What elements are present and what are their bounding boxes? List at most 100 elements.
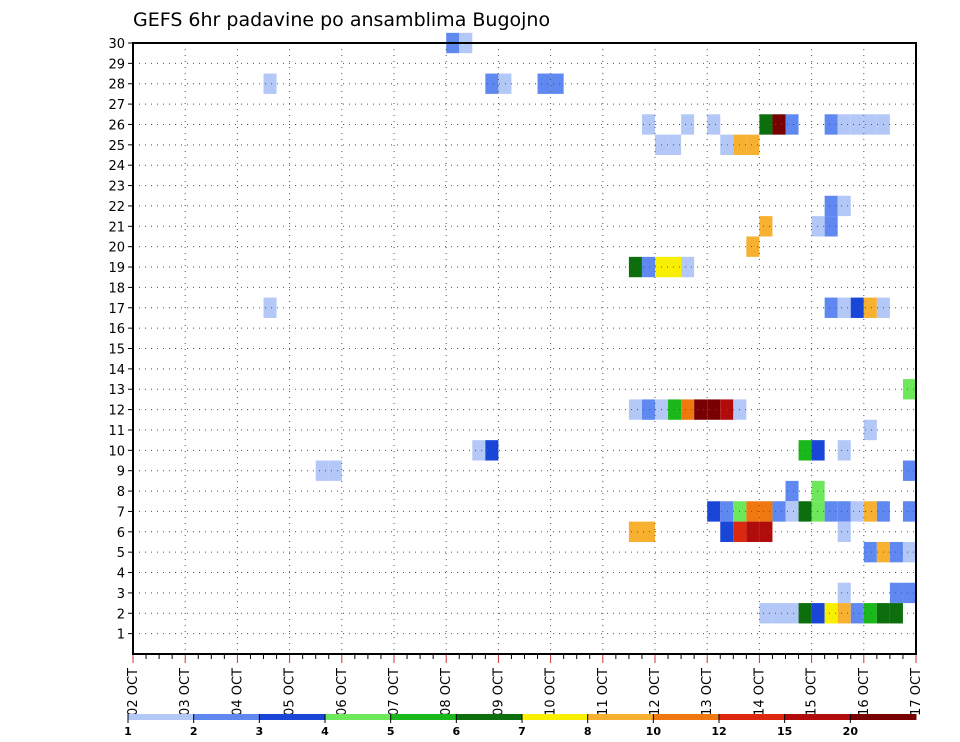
heatmap-cell xyxy=(785,501,799,522)
y-tick-label: 24 xyxy=(108,159,125,174)
heatmap-cell xyxy=(824,603,838,624)
x-tick-label: 04 OCT xyxy=(230,668,245,716)
y-tick-label: 29 xyxy=(108,57,125,72)
heatmap-cells xyxy=(263,32,916,624)
y-tick-label: 13 xyxy=(108,383,125,398)
heatmap-cell xyxy=(668,399,682,420)
color-legend: 1 2 3 4 5 6 7 8 10 12 15 20 xyxy=(124,714,917,738)
heatmap-cell xyxy=(759,521,773,542)
y-tick-label: 11 xyxy=(108,424,125,439)
heatmap-cell xyxy=(707,501,721,522)
heatmap-cell xyxy=(837,440,851,461)
heatmap-cell xyxy=(720,399,734,420)
heatmap-cell xyxy=(681,399,695,420)
legend-swatch xyxy=(456,714,523,720)
heatmap-cell xyxy=(628,399,642,420)
legend-swatch xyxy=(325,714,392,720)
legend-swatch xyxy=(193,714,260,720)
heatmap-cell xyxy=(902,541,916,563)
heatmap-cell xyxy=(889,603,903,624)
legend-label: 15 xyxy=(777,725,792,738)
y-tick-label: 22 xyxy=(108,200,125,215)
heatmap-cell xyxy=(263,73,277,94)
legend-label: 6 xyxy=(453,725,461,738)
x-tick-label: 12 OCT xyxy=(648,668,663,716)
heatmap-cell xyxy=(746,134,760,156)
y-tick-label: 10 xyxy=(108,444,125,459)
y-tick-label: 16 xyxy=(108,322,125,337)
y-tick-label: 15 xyxy=(108,343,125,358)
heatmap-cell xyxy=(824,297,838,318)
heatmap-cell xyxy=(537,73,551,94)
heatmap-cell xyxy=(902,582,916,604)
heatmap-cell xyxy=(902,460,916,481)
y-tick-label: 8 xyxy=(117,485,125,500)
y-tick-label: 7 xyxy=(117,505,125,520)
y-tick-label: 20 xyxy=(108,241,125,256)
legend-swatch xyxy=(390,714,457,720)
legend-label: 20 xyxy=(843,725,859,738)
heatmap-cell xyxy=(837,521,851,542)
y-tick-label: 2 xyxy=(117,607,125,622)
heatmap-cell xyxy=(811,480,825,502)
heatmap-cell xyxy=(850,114,864,135)
heatmap-cell xyxy=(850,603,864,624)
heatmap-cell xyxy=(889,582,903,604)
heatmap-cell xyxy=(785,480,799,502)
heatmap-cell xyxy=(824,216,838,237)
y-axis: 1234567891011121314151617181920212223242… xyxy=(108,37,133,643)
legend-label: 3 xyxy=(256,725,264,738)
legend-swatch xyxy=(850,714,917,720)
y-tick-label: 12 xyxy=(108,404,125,419)
heatmap-cell xyxy=(328,460,342,481)
heatmap-cell xyxy=(863,419,877,441)
legend-swatch xyxy=(784,714,851,720)
heatmap-cell xyxy=(485,440,499,461)
legend-swatch xyxy=(259,714,326,720)
heatmap-cell xyxy=(785,603,799,624)
heatmap-cell xyxy=(824,114,838,135)
y-tick-label: 3 xyxy=(117,587,125,602)
x-tick-label: 15 OCT xyxy=(805,668,820,716)
legend-label: 8 xyxy=(584,725,592,738)
heatmap-cell xyxy=(628,256,642,278)
x-tick-label: 13 OCT xyxy=(700,668,715,716)
heatmap-cell xyxy=(811,216,825,237)
heatmap-cell xyxy=(785,114,799,135)
heatmap-cell xyxy=(668,134,682,156)
heatmap-cell xyxy=(694,399,708,420)
y-tick-label: 4 xyxy=(117,567,125,582)
heatmap-cell xyxy=(811,603,825,624)
y-tick-label: 26 xyxy=(108,118,125,133)
y-tick-label: 5 xyxy=(117,546,125,561)
x-tick-label: 14 OCT xyxy=(752,668,767,716)
y-tick-label: 6 xyxy=(117,526,125,541)
y-tick-label: 27 xyxy=(108,98,125,113)
legend-swatch xyxy=(719,714,786,720)
y-tick-label: 17 xyxy=(108,302,125,317)
heatmap-cell xyxy=(850,297,864,318)
heatmap-cell xyxy=(772,501,786,522)
x-axis: 02 OCT 03 OCT 04 OCT 05 OCT 06 OCT 07 OCT 08 O… xyxy=(126,654,924,716)
heatmap-cell xyxy=(628,521,642,542)
legend-swatch xyxy=(128,714,195,720)
heatmap-cell xyxy=(837,501,851,522)
legend-label: 7 xyxy=(518,725,526,738)
x-tick-label: 05 OCT xyxy=(283,668,298,716)
heatmap-cell xyxy=(681,114,695,135)
heatmap-cell xyxy=(902,501,916,522)
heatmap-cell xyxy=(759,603,773,624)
x-tick-label: 10 OCT xyxy=(544,668,559,716)
heatmap-cell xyxy=(837,603,851,624)
y-tick-label: 14 xyxy=(108,363,125,378)
plot-frame xyxy=(132,42,917,655)
legend-label: 12 xyxy=(711,725,726,738)
heatmap-cell xyxy=(863,541,877,563)
heatmap-cell xyxy=(837,114,851,135)
heatmap-cell xyxy=(550,73,564,94)
y-tick-label: 30 xyxy=(108,37,125,52)
legend-label: 2 xyxy=(190,725,198,738)
heatmap-cell xyxy=(720,134,734,156)
heatmap-cell xyxy=(850,501,864,522)
x-tick-label: 09 OCT xyxy=(491,668,506,716)
